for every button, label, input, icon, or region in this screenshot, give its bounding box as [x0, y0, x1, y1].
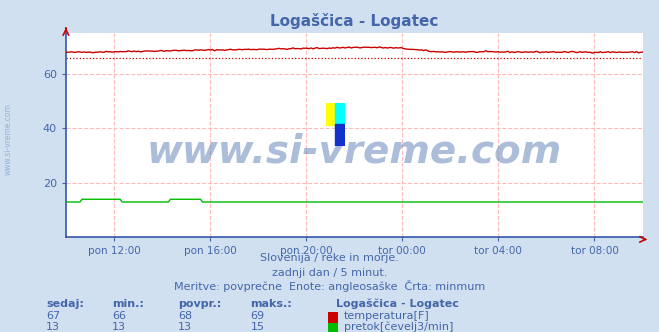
Text: maks.:: maks.: — [250, 299, 292, 309]
Text: 69: 69 — [250, 311, 264, 321]
Text: www.si-vreme.com: www.si-vreme.com — [146, 132, 562, 171]
Text: Slovenija / reke in morje.: Slovenija / reke in morje. — [260, 253, 399, 263]
Text: Meritve: povprečne  Enote: angleosaške  Črta: minmum: Meritve: povprečne Enote: angleosaške Čr… — [174, 280, 485, 291]
Bar — [335, 124, 345, 146]
Text: zadnji dan / 5 minut.: zadnji dan / 5 minut. — [272, 268, 387, 278]
Text: Logaščica - Logatec: Logaščica - Logatec — [336, 298, 459, 309]
Text: sedaj:: sedaj: — [46, 299, 84, 309]
Bar — [335, 103, 345, 124]
Text: temperatura[F]: temperatura[F] — [344, 311, 430, 321]
Bar — [326, 103, 335, 124]
Text: min.:: min.: — [112, 299, 144, 309]
Text: 15: 15 — [250, 322, 264, 332]
Text: 68: 68 — [178, 311, 192, 321]
Text: pretok[čevelj3/min]: pretok[čevelj3/min] — [344, 322, 453, 332]
Text: www.si-vreme.com: www.si-vreme.com — [3, 104, 13, 175]
Text: 13: 13 — [178, 322, 192, 332]
Title: Logaščica - Logatec: Logaščica - Logatec — [270, 13, 438, 29]
Text: 66: 66 — [112, 311, 126, 321]
Text: 13: 13 — [46, 322, 60, 332]
Text: 13: 13 — [112, 322, 126, 332]
Text: 67: 67 — [46, 311, 60, 321]
Text: povpr.:: povpr.: — [178, 299, 221, 309]
